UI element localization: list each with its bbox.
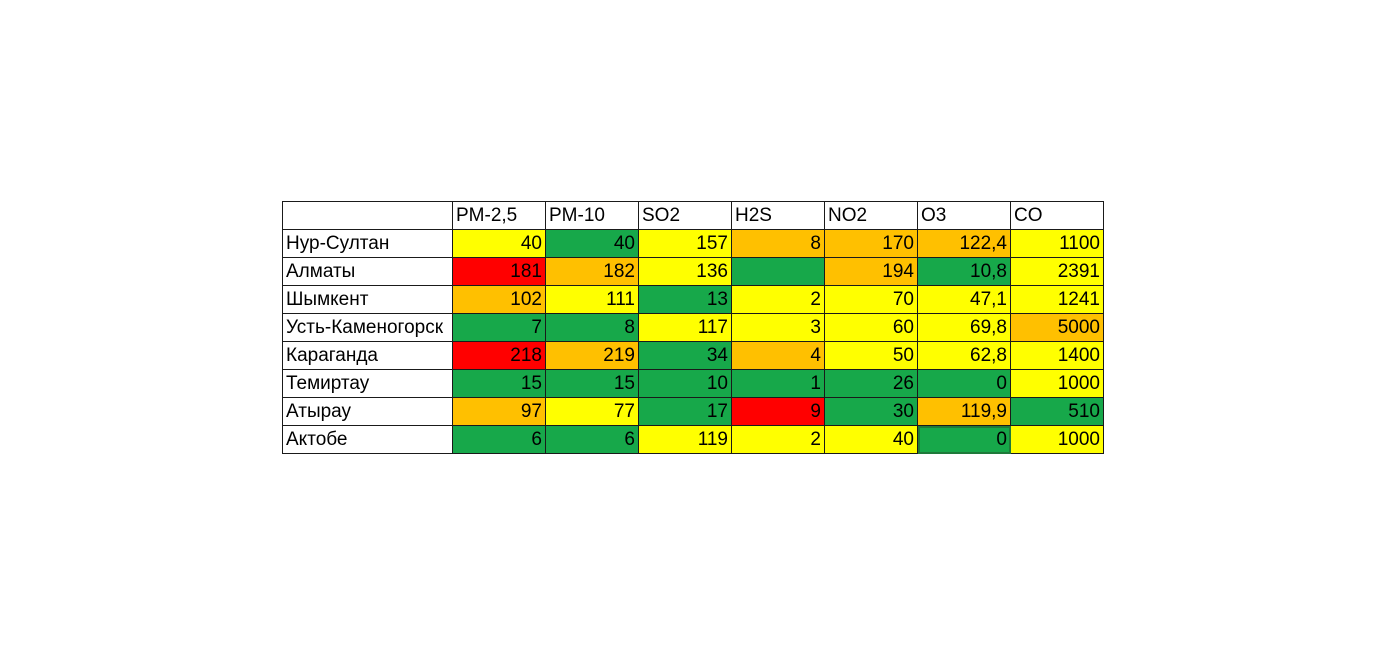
value-cell[interactable]: 69,8 — [917, 313, 1011, 342]
value-cell[interactable]: 1400 — [1010, 341, 1104, 370]
air-quality-table: PM-2,5 PM-10 SO2 H2S NO2 O3 CO Нур-Султа… — [282, 201, 1104, 454]
column-header-pm25[interactable]: PM-2,5 — [452, 201, 546, 230]
value-cell[interactable]: 157 — [638, 229, 732, 258]
value-cell[interactable]: 30 — [824, 397, 918, 426]
value-cell[interactable]: 181 — [452, 257, 546, 286]
column-header-co[interactable]: CO — [1010, 201, 1104, 230]
city-name-cell[interactable]: Шымкент — [282, 285, 453, 314]
value-cell[interactable]: 26 — [824, 369, 918, 398]
column-header-pm10[interactable]: PM-10 — [545, 201, 639, 230]
table-row: Темиртау 15 15 10 1 26 0 1000 — [282, 369, 1104, 398]
value-cell[interactable]: 1241 — [1010, 285, 1104, 314]
corner-cell[interactable] — [282, 201, 453, 230]
table-row: Караганда 218 219 34 4 50 62,8 1400 — [282, 341, 1104, 370]
spreadsheet-range: PM-2,5 PM-10 SO2 H2S NO2 O3 CO Нур-Султа… — [282, 201, 1104, 454]
value-cell[interactable]: 15 — [452, 369, 546, 398]
value-cell[interactable]: 10,8 — [917, 257, 1011, 286]
table-row: Нур-Султан 40 40 157 8 170 122,4 1100 — [282, 229, 1104, 258]
value-cell[interactable]: 8 — [731, 229, 825, 258]
value-cell[interactable]: 40 — [824, 425, 918, 454]
value-cell[interactable]: 1000 — [1010, 369, 1104, 398]
table-body: Нур-Султан 40 40 157 8 170 122,4 1100 Алматы 181 1… — [282, 229, 1104, 454]
value-cell[interactable]: 170 — [824, 229, 918, 258]
value-cell[interactable]: 119,9 — [917, 397, 1011, 426]
city-name-cell[interactable]: Усть-Каменогорск — [282, 313, 453, 342]
value-cell[interactable]: 3 — [731, 313, 825, 342]
value-cell[interactable]: 15 — [545, 369, 639, 398]
city-name-cell[interactable]: Алматы — [282, 257, 453, 286]
value-cell[interactable]: 70 — [824, 285, 918, 314]
value-cell[interactable]: 8 — [545, 313, 639, 342]
value-cell[interactable]: 2 — [731, 425, 825, 454]
value-cell[interactable]: 0 — [917, 425, 1011, 454]
header-row: PM-2,5 PM-10 SO2 H2S NO2 O3 CO — [282, 201, 1104, 230]
value-cell[interactable]: 119 — [638, 425, 732, 454]
value-cell[interactable]: 97 — [452, 397, 546, 426]
value-cell[interactable]: 6 — [452, 425, 546, 454]
value-cell[interactable]: 60 — [824, 313, 918, 342]
value-cell[interactable]: 5000 — [1010, 313, 1104, 342]
value-cell[interactable]: 7 — [452, 313, 546, 342]
value-cell[interactable]: 6 — [545, 425, 639, 454]
column-header-no2[interactable]: NO2 — [824, 201, 918, 230]
value-cell[interactable]: 117 — [638, 313, 732, 342]
value-cell[interactable]: 10 — [638, 369, 732, 398]
value-cell[interactable]: 9 — [731, 397, 825, 426]
value-cell[interactable]: 40 — [545, 229, 639, 258]
value-cell[interactable]: 122,4 — [917, 229, 1011, 258]
city-name-cell[interactable]: Караганда — [282, 341, 453, 370]
city-name-cell[interactable]: Актобе — [282, 425, 453, 454]
value-cell[interactable]: 40 — [452, 229, 546, 258]
value-cell[interactable]: 1 — [731, 369, 825, 398]
city-name-cell[interactable]: Атырау — [282, 397, 453, 426]
value-cell[interactable] — [731, 257, 825, 286]
value-cell[interactable]: 2 — [731, 285, 825, 314]
value-cell[interactable]: 1000 — [1010, 425, 1104, 454]
column-header-so2[interactable]: SO2 — [638, 201, 732, 230]
table-row: Шымкент 102 111 13 2 70 47,1 1241 — [282, 285, 1104, 314]
value-cell[interactable]: 13 — [638, 285, 732, 314]
value-cell[interactable]: 47,1 — [917, 285, 1011, 314]
value-cell[interactable]: 136 — [638, 257, 732, 286]
table-row: Актобе 6 6 119 2 40 0 1000 — [282, 425, 1104, 454]
value-cell[interactable]: 510 — [1010, 397, 1104, 426]
value-cell[interactable]: 218 — [452, 341, 546, 370]
value-cell[interactable]: 182 — [545, 257, 639, 286]
value-cell[interactable]: 77 — [545, 397, 639, 426]
city-name-cell[interactable]: Нур-Султан — [282, 229, 453, 258]
value-cell[interactable]: 194 — [824, 257, 918, 286]
value-cell[interactable]: 2391 — [1010, 257, 1104, 286]
value-cell[interactable]: 0 — [917, 369, 1011, 398]
table-row: Усть-Каменогорск 7 8 117 3 60 69,8 5000 — [282, 313, 1104, 342]
value-cell[interactable]: 102 — [452, 285, 546, 314]
value-cell[interactable]: 4 — [731, 341, 825, 370]
value-cell[interactable]: 34 — [638, 341, 732, 370]
city-name-cell[interactable]: Темиртау — [282, 369, 453, 398]
value-cell[interactable]: 219 — [545, 341, 639, 370]
value-cell[interactable]: 1100 — [1010, 229, 1104, 258]
value-cell[interactable]: 111 — [545, 285, 639, 314]
value-cell[interactable]: 62,8 — [917, 341, 1011, 370]
column-header-h2s[interactable]: H2S — [731, 201, 825, 230]
value-cell[interactable]: 50 — [824, 341, 918, 370]
column-header-o3[interactable]: O3 — [917, 201, 1011, 230]
table-row: Алматы 181 182 136 194 10,8 2391 — [282, 257, 1104, 286]
value-cell[interactable]: 17 — [638, 397, 732, 426]
table-row: Атырау 97 77 17 9 30 119,9 510 — [282, 397, 1104, 426]
